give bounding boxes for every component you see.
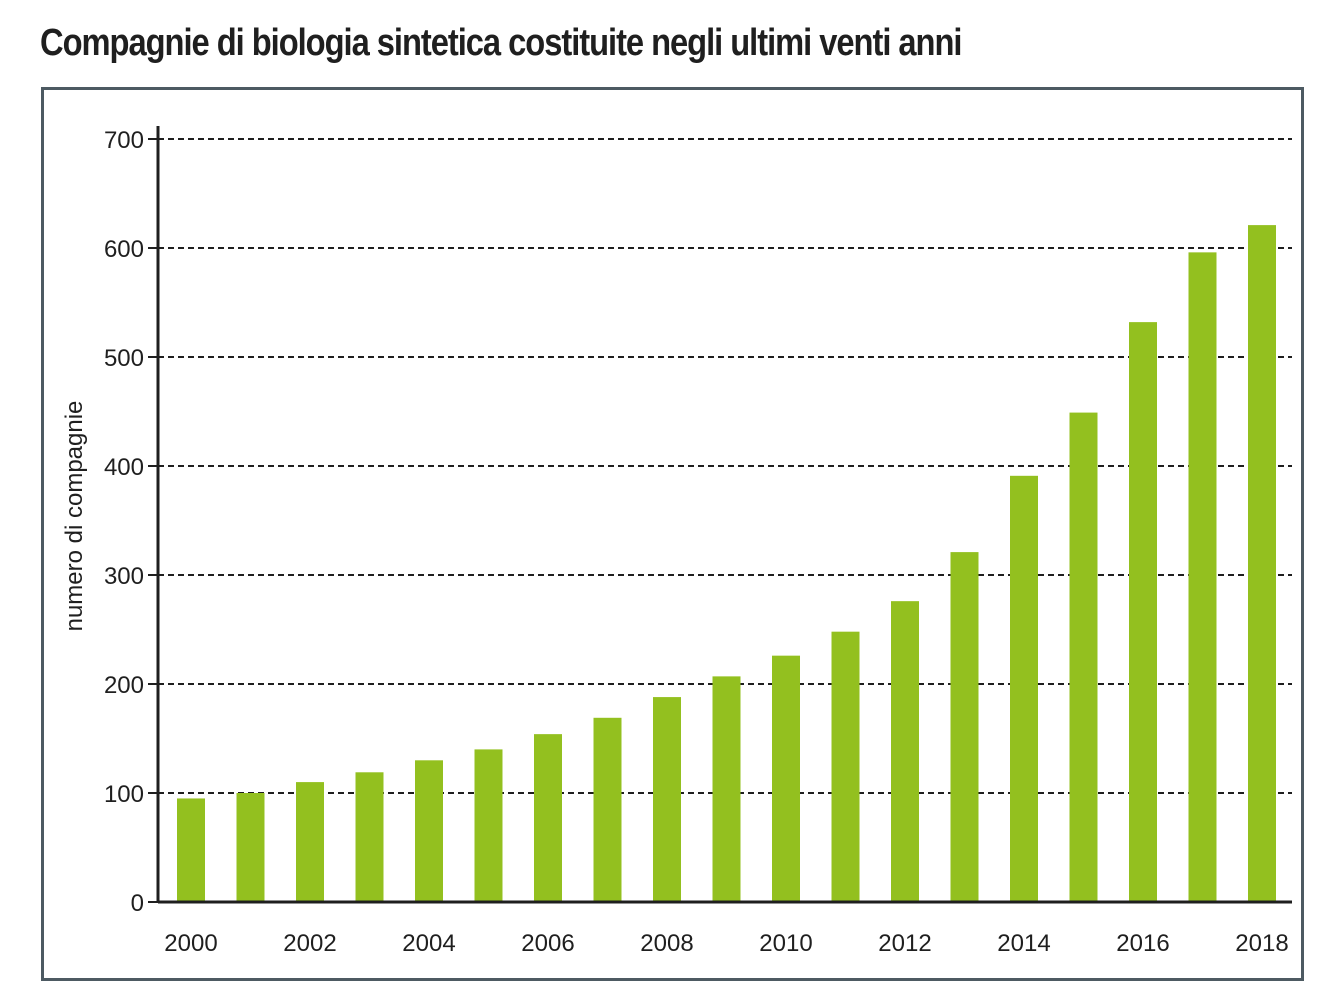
bar-2008	[653, 697, 681, 902]
x-tick-label: 2006	[521, 930, 574, 957]
bar-2015	[1069, 412, 1098, 902]
x-tick-label: 2010	[759, 930, 812, 957]
x-tick-label: 2014	[997, 930, 1050, 957]
x-tick-label: 2012	[878, 930, 931, 957]
bar-2004	[415, 760, 443, 902]
bar-2016	[1129, 322, 1157, 902]
gridlines	[158, 138, 1292, 794]
x-tick-label: 2016	[1116, 930, 1169, 957]
bar-2009	[712, 676, 741, 902]
bar-2000	[177, 798, 205, 902]
bar-2010	[772, 655, 800, 902]
y-tick-label: 500	[104, 345, 144, 372]
y-tick-label: 700	[104, 127, 144, 154]
bar-2018	[1248, 225, 1276, 903]
y-tick-label: 400	[104, 454, 144, 481]
x-tick-label: 2004	[402, 930, 455, 957]
x-tick-label: 2008	[640, 930, 693, 957]
bar-2001	[236, 793, 265, 902]
bars	[177, 225, 1276, 903]
y-tick-label: 100	[104, 781, 144, 808]
chart-title: Compagnie di biologia sintetica costitui…	[40, 22, 963, 64]
x-tick-label: 2000	[164, 930, 217, 957]
bar-2011	[831, 631, 860, 902]
x-tick-label: 2002	[283, 930, 336, 957]
bar-2007	[593, 717, 622, 902]
bar-2006	[534, 734, 562, 902]
bar-2012	[891, 601, 919, 902]
y-tick-label: 0	[131, 890, 144, 917]
bar-2005	[474, 749, 503, 902]
y-tick-label: 200	[104, 672, 144, 699]
bar-2013	[950, 552, 979, 902]
bar-2002	[296, 782, 324, 902]
chart-frame	[41, 87, 1304, 981]
x-tick-label: 2018	[1235, 930, 1288, 957]
y-tick-label: 600	[104, 236, 144, 263]
y-axis-title: numero di compagnie	[61, 401, 88, 632]
bar-2017	[1188, 252, 1217, 903]
y-tick-label: 300	[104, 563, 144, 590]
tick-labels: 0 100 200 300 400 500 600 700 2000 2002 2004 2006 20…	[104, 127, 1289, 957]
axes	[148, 126, 1292, 904]
bar-2003	[355, 772, 384, 902]
bar-2014	[1010, 475, 1038, 902]
